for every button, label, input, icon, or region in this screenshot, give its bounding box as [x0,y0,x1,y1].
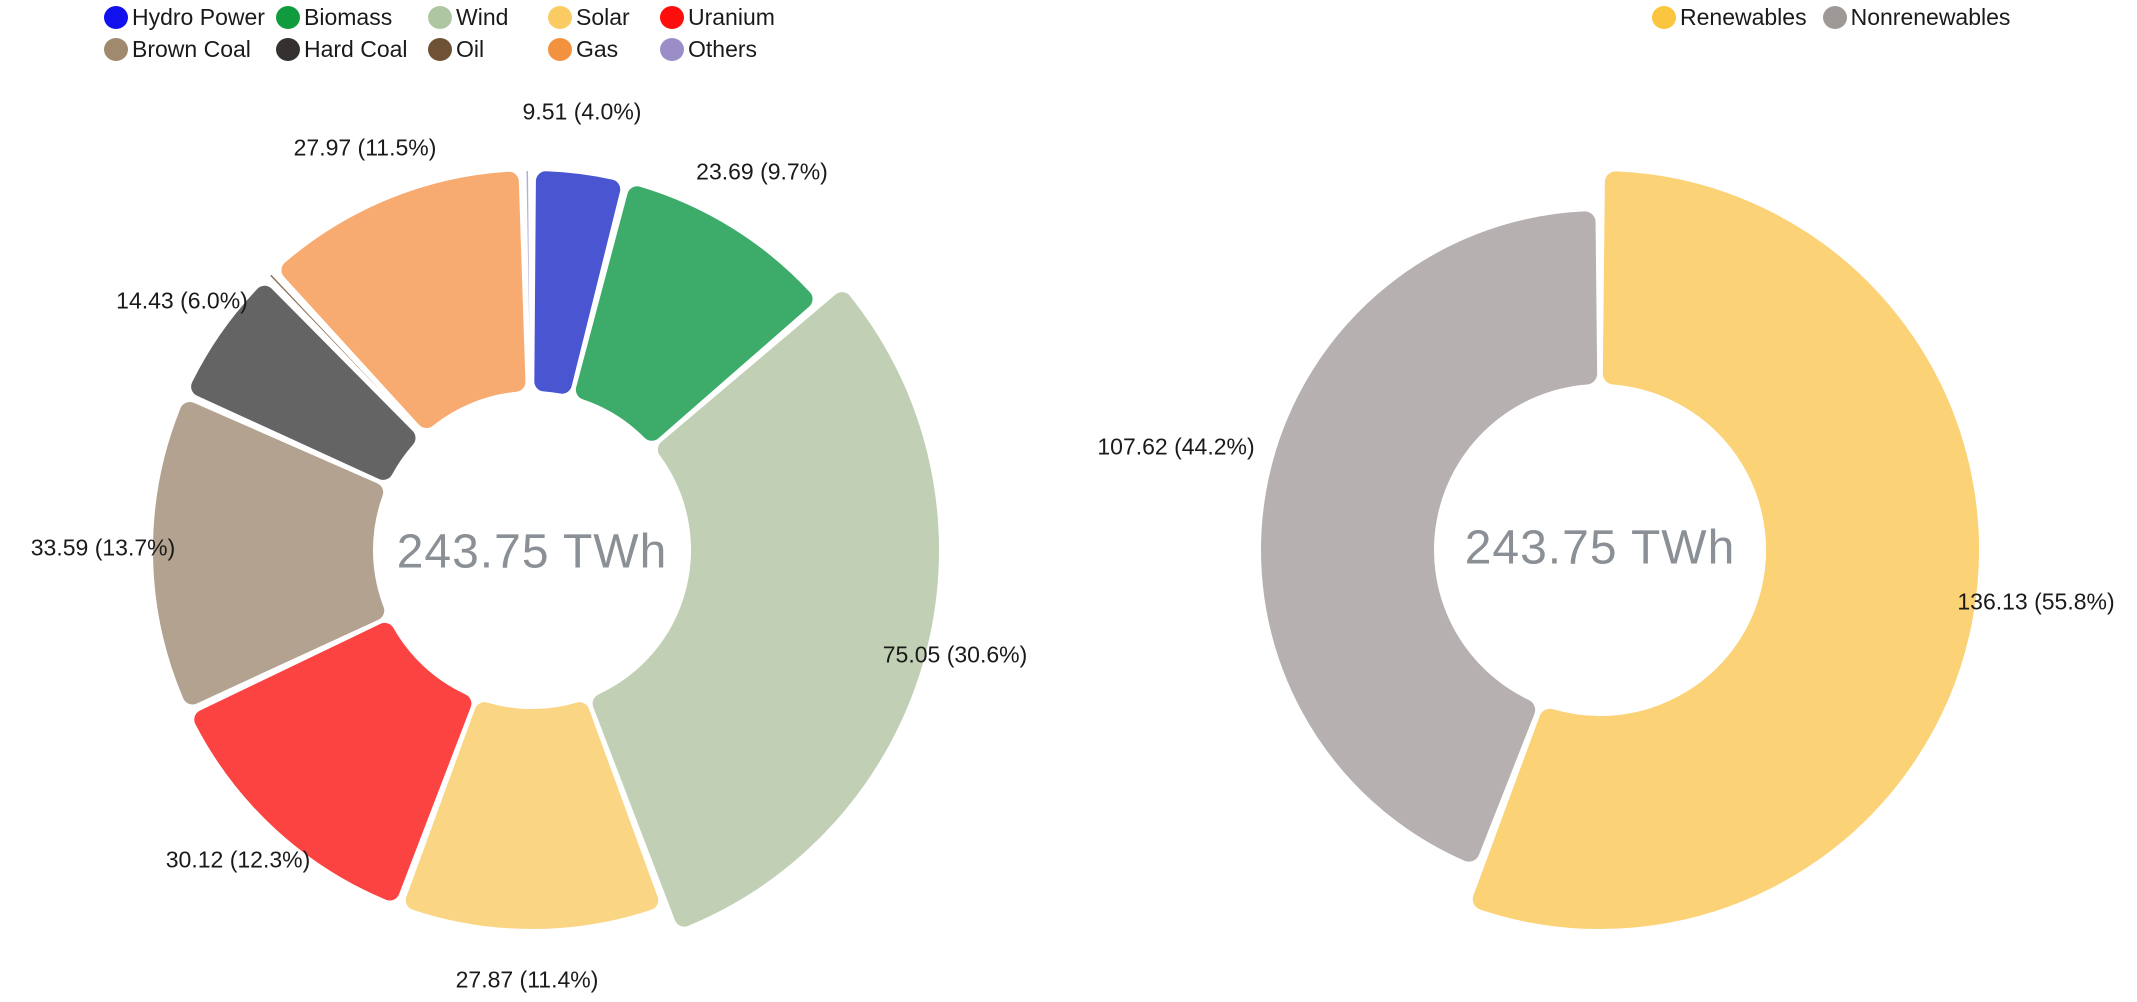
legend-item-label: Oil [456,36,485,62]
slice-biomass[interactable] [573,184,815,443]
others-swatch-icon [660,38,684,61]
slice-nonrenewables[interactable] [1259,209,1600,864]
slice-uranium[interactable] [192,620,474,903]
value-label-hard-coal: 14.43 (6.0%) [116,287,248,314]
slice-wind[interactable] [590,290,941,929]
legend-item-uranium[interactable]: Uranium [660,3,775,32]
slice-renewables[interactable] [1470,169,1981,931]
legend-item-oil[interactable]: Oil [428,35,548,64]
legend-item-label: Wind [456,4,509,30]
hydro-power-swatch-icon [104,6,128,29]
value-label-biomass: 23.69 (9.7%) [696,158,828,185]
oil-swatch-icon [428,38,452,61]
slice-oil[interactable] [268,272,425,437]
value-label-uranium: 30.12 (12.3%) [165,846,311,873]
legend-item-label: Hard Coal [304,36,408,62]
legend-item-label: Others [688,36,758,62]
legend-item-label: Hydro Power [132,4,265,30]
legend-item-brown-coal[interactable]: Brown Coal [104,35,276,64]
total-label-renewables-split: 243.75 TWh [1464,521,1736,575]
donut-chart-renewables-split [1259,169,1981,931]
total-label-energy-sources: 243.75 TWh [396,525,668,579]
donut-chart-energy-sources [151,169,941,931]
renewables-swatch-icon [1652,6,1676,29]
legend-item-label: Gas [576,36,619,62]
legend-renewables-split: Renewables Nonrenewables [1652,3,2010,32]
legend-item-label: Brown Coal [132,36,251,62]
slice-hard-coal[interactable] [189,283,418,482]
legend-item-biomass[interactable]: Biomass [276,3,428,32]
value-label-wind: 75.05 (30.6%) [882,641,1028,668]
slice-hydro-power[interactable] [532,169,623,396]
legend-item-renewables[interactable]: Renewables [1652,3,1807,32]
legend-item-hydro-power[interactable]: Hydro Power [104,3,276,32]
brown-coal-swatch-icon [104,38,128,61]
legend-item-wind[interactable]: Wind [428,3,548,32]
value-label-brown-coal: 33.59 (13.7%) [30,534,176,561]
nonrenewables-swatch-icon [1822,6,1847,29]
legend-item-hard-coal[interactable]: Hard Coal [276,35,428,64]
slice-gas[interactable] [279,169,528,431]
uranium-swatch-icon [660,6,684,29]
legend-item-label: Uranium [688,4,775,30]
legend-item-label: Biomass [304,4,393,30]
biomass-swatch-icon [276,6,300,29]
gas-swatch-icon [548,38,572,61]
legend-item-label: Solar [576,4,630,30]
value-label-solar: 27.87 (11.4%) [455,966,599,993]
legend-energy-sources: Hydro Power Biomass Wind Solar Uranium B… [104,3,775,64]
value-label-gas: 27.97 (11.5%) [293,134,437,161]
legend-item-solar[interactable]: Solar [548,3,660,32]
legend-item-nonrenewables[interactable]: Nonrenewables [1822,3,2011,32]
value-label-hydro-power: 9.51 (4.0%) [522,98,642,125]
value-label-renewables: 136.13 (55.8%) [1957,588,2115,615]
solar-swatch-icon [548,6,572,29]
legend-item-label: Renewables [1680,4,1807,30]
wind-swatch-icon [428,6,452,29]
slice-others[interactable] [524,169,532,394]
legend-item-others[interactable]: Others [660,35,775,64]
legend-item-label: Nonrenewables [1850,4,2011,30]
slice-brown-coal[interactable] [151,400,387,707]
slice-solar[interactable] [403,700,661,931]
value-label-nonrenewables: 107.62 (44.2%) [1097,433,1255,460]
hard-coal-swatch-icon [276,38,300,61]
legend-item-gas[interactable]: Gas [548,35,660,64]
